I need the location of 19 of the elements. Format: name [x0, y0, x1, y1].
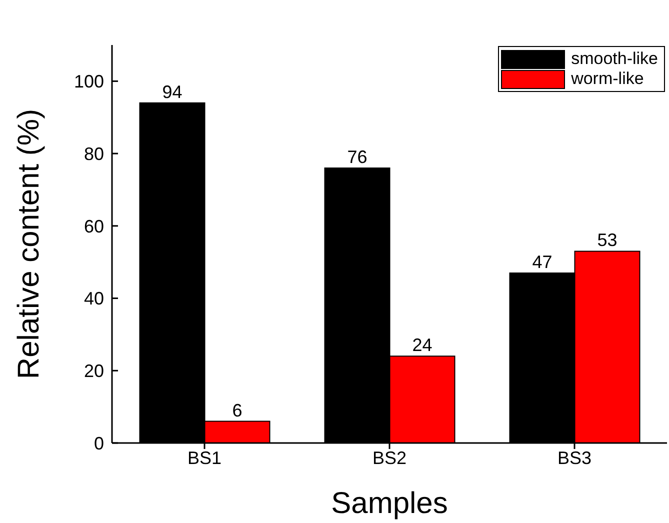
y-tick-label: 20	[84, 361, 104, 382]
data-label: 6	[232, 400, 242, 420]
x-tick-label: BS3	[557, 448, 592, 468]
legend-label: smooth-like	[571, 49, 659, 69]
data-label: 53	[597, 230, 618, 250]
y-tick-label: 0	[94, 433, 104, 454]
y-tick-label: 40	[84, 288, 104, 309]
y-tick-label: 100	[74, 72, 104, 92]
x-axis-title: Samples	[331, 487, 448, 520]
legend-label: worm-like	[571, 69, 645, 89]
data-label: 76	[347, 147, 368, 168]
data-label: 47	[532, 252, 552, 272]
y-tick-label: 80	[84, 144, 104, 164]
x-tick-label: BS2	[372, 448, 407, 468]
x-tick-label: BS1	[187, 448, 222, 468]
y-tick-label: 60	[84, 216, 104, 236]
y-axis-title: Relative content (%)	[12, 108, 46, 380]
data-label: 24	[412, 335, 432, 356]
data-label: 94	[162, 82, 182, 102]
